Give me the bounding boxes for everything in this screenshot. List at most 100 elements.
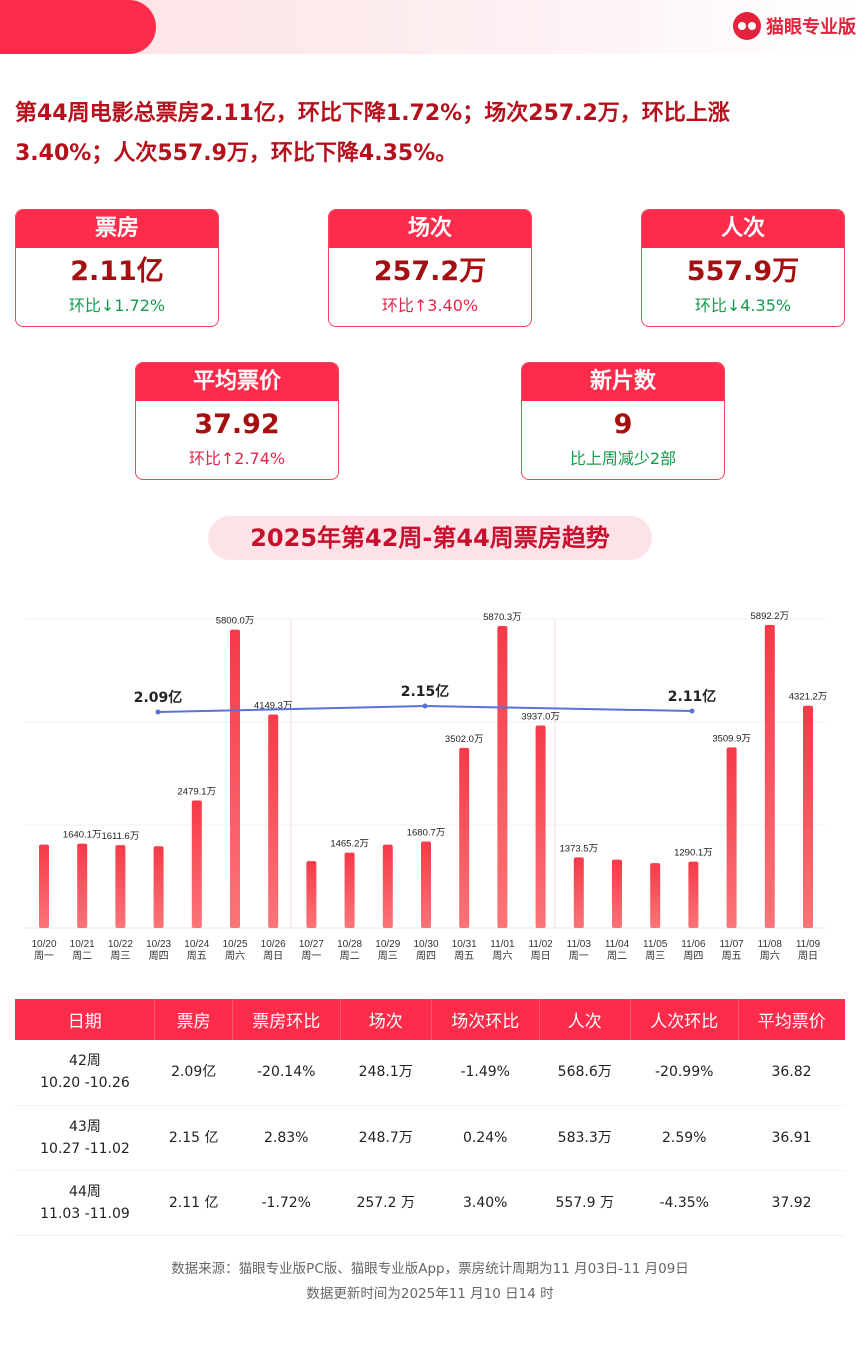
column-header: 平均票价 bbox=[738, 999, 845, 1040]
table-cell: 42周 10.20 -10.26 bbox=[15, 1040, 155, 1106]
bar-10/28 bbox=[344, 852, 355, 928]
summary-headline: 第44周电影总票房2.11亿，环比下降1.72%；场次257.2万，环比上涨3.… bbox=[15, 101, 730, 166]
column-header: 人次环比 bbox=[630, 999, 739, 1040]
table-cell: 0.24% bbox=[431, 1105, 540, 1171]
svg-text:周日: 周日 bbox=[531, 950, 551, 962]
card-title: 场次 bbox=[329, 210, 531, 248]
banner-accent-pill bbox=[0, 0, 156, 54]
table-cell: 248.7万 bbox=[340, 1105, 432, 1171]
table-cell: 3.40% bbox=[431, 1170, 540, 1236]
bar-10/31 bbox=[459, 747, 470, 928]
table-cell: 557.9 万 bbox=[539, 1170, 631, 1236]
svg-text:10/22: 10/22 bbox=[108, 939, 133, 950]
card-change: 环比↓1.72% bbox=[68, 296, 166, 315]
bar-10/30 bbox=[421, 841, 431, 928]
svg-text:周六: 周六 bbox=[492, 950, 512, 962]
table-cell: -1.72% bbox=[232, 1170, 341, 1236]
data-source-footer: 数据来源：猫眼专业版PC版、猫眼专业版App，票房统计周期为11 月03日-11… bbox=[0, 1257, 860, 1307]
card-value: 2.11亿 bbox=[70, 256, 164, 287]
card-title: 人次 bbox=[642, 210, 844, 248]
table-cell: 568.6万 bbox=[539, 1040, 631, 1106]
svg-text:3937.0万: 3937.0万 bbox=[521, 711, 560, 722]
bar-11/06 bbox=[688, 861, 699, 928]
svg-text:11/02: 11/02 bbox=[528, 939, 553, 950]
svg-text:1611.6万: 1611.6万 bbox=[101, 831, 139, 842]
svg-text:11/09: 11/09 bbox=[796, 939, 821, 950]
card-new-films: 新片数 9 比上周减少2部 bbox=[521, 362, 725, 480]
svg-text:2.09亿: 2.09亿 bbox=[134, 689, 183, 706]
svg-text:10/28: 10/28 bbox=[337, 939, 362, 950]
svg-text:3502.0万: 3502.0万 bbox=[445, 734, 484, 745]
table-cell: 248.1万 bbox=[340, 1040, 432, 1106]
svg-text:1465.2万: 1465.2万 bbox=[330, 839, 369, 850]
table-row: 44周 11.03 -11.09 2.11 亿 -1.72% 257.2 万 3.40% 5… bbox=[15, 1170, 845, 1236]
table-cell: 44周 11.03 -11.09 bbox=[15, 1170, 155, 1236]
svg-text:10/21: 10/21 bbox=[70, 939, 95, 950]
top-banner: 猫眼专业版 bbox=[0, 0, 860, 54]
bar-10/23 bbox=[153, 846, 164, 928]
column-header: 票房环比 bbox=[232, 999, 341, 1040]
table-cell: 583.3万 bbox=[539, 1105, 631, 1171]
brand-name: 猫眼专业版 bbox=[766, 17, 856, 38]
cat-eye-logo-icon bbox=[733, 12, 761, 40]
svg-text:周二: 周二 bbox=[72, 950, 92, 962]
svg-text:10/23: 10/23 bbox=[146, 939, 171, 950]
svg-text:10/26: 10/26 bbox=[261, 939, 286, 950]
card-shows: 场次 257.2万 环比↑3.40% bbox=[328, 209, 532, 327]
svg-text:周六: 周六 bbox=[760, 950, 780, 962]
svg-text:4149.3万: 4149.3万 bbox=[254, 701, 293, 712]
table-cell: 43周 10.27 -11.02 bbox=[15, 1105, 155, 1171]
svg-text:5800.0万: 5800.0万 bbox=[216, 616, 255, 627]
table-cell: 257.2 万 bbox=[340, 1170, 432, 1236]
svg-text:2.15亿: 2.15亿 bbox=[401, 683, 450, 700]
svg-text:2.11亿: 2.11亿 bbox=[668, 688, 717, 705]
svg-text:1680.7万: 1680.7万 bbox=[407, 828, 446, 839]
svg-text:11/03: 11/03 bbox=[567, 939, 592, 950]
table-row: 42周 10.20 -10.26 2.09亿 -20.14% 248.1万 -1.49% 5… bbox=[15, 1040, 845, 1106]
svg-text:周六: 周六 bbox=[225, 950, 245, 962]
svg-text:周五: 周五 bbox=[722, 950, 742, 962]
svg-text:周二: 周二 bbox=[340, 950, 360, 962]
svg-text:周四: 周四 bbox=[416, 950, 436, 962]
svg-text:周一: 周一 bbox=[569, 950, 589, 962]
svg-text:周日: 周日 bbox=[263, 950, 283, 962]
svg-text:10/24: 10/24 bbox=[184, 939, 209, 950]
svg-text:周三: 周三 bbox=[378, 950, 398, 962]
card-title: 票房 bbox=[16, 210, 218, 248]
card-change: 环比↑2.74% bbox=[188, 449, 286, 468]
column-header: 场次环比 bbox=[431, 999, 540, 1040]
table-cell: -20.14% bbox=[232, 1040, 341, 1106]
table-cell: 37.92 bbox=[738, 1170, 845, 1236]
bar-10/27 bbox=[306, 861, 317, 928]
svg-text:1373.5万: 1373.5万 bbox=[560, 843, 599, 854]
brand-logo: 猫眼专业版 bbox=[733, 12, 856, 40]
card-title: 平均票价 bbox=[136, 363, 338, 401]
card-avg-price: 平均票价 37.92 环比↑2.74% bbox=[135, 362, 339, 480]
svg-text:3509.9万: 3509.9万 bbox=[712, 733, 751, 744]
svg-text:10/29: 10/29 bbox=[375, 939, 400, 950]
svg-text:周三: 周三 bbox=[645, 950, 665, 962]
card-value: 557.9万 bbox=[686, 256, 800, 287]
bar-11/03 bbox=[573, 857, 584, 928]
svg-text:10/31: 10/31 bbox=[452, 939, 477, 950]
bar-10/24 bbox=[191, 800, 202, 928]
svg-text:周日: 周日 bbox=[798, 950, 818, 962]
svg-text:10/25: 10/25 bbox=[222, 939, 247, 950]
svg-text:周一: 周一 bbox=[301, 950, 321, 962]
svg-text:10/20: 10/20 bbox=[31, 939, 56, 950]
svg-text:周三: 周三 bbox=[110, 950, 130, 962]
table-row: 43周 10.27 -11.02 2.15 亿 2.83% 248.7万 0.24% 583… bbox=[15, 1105, 845, 1171]
card-value: 257.2万 bbox=[373, 256, 487, 287]
table-cell: 36.91 bbox=[738, 1105, 845, 1171]
card-value: 37.92 bbox=[194, 409, 280, 440]
column-header: 场次 bbox=[340, 999, 432, 1040]
bar-10/22 bbox=[115, 845, 126, 928]
bar-10/25 bbox=[230, 629, 240, 928]
bar-11/07 bbox=[726, 747, 737, 928]
column-header: 票房 bbox=[154, 999, 233, 1040]
bar-11/08 bbox=[764, 624, 775, 928]
column-header: 人次 bbox=[539, 999, 631, 1040]
table-cell: 2.83% bbox=[232, 1105, 341, 1171]
bar-11/02 bbox=[535, 725, 546, 928]
bar-10/20 bbox=[39, 844, 49, 928]
